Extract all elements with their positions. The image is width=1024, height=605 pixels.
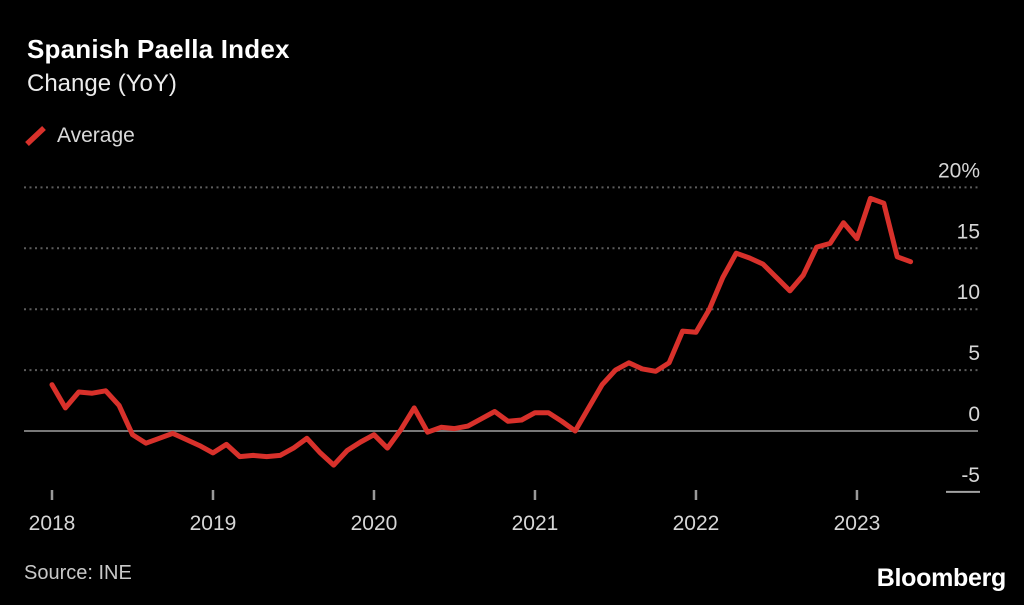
x-axis-label: 2023	[834, 512, 881, 535]
y-axis-label: -5	[961, 464, 980, 487]
legend-label: Average	[57, 124, 135, 147]
x-axis-label: 2019	[190, 512, 237, 535]
x-axis-label: 2022	[673, 512, 720, 535]
legend: Average	[24, 124, 135, 148]
y-axis-label: 0	[968, 403, 980, 426]
y-axis-label: 5	[968, 342, 980, 365]
chart-subtitle: Change (YoY)	[27, 70, 177, 97]
series-line-average	[49, 195, 914, 468]
x-axis-label: 2020	[351, 512, 398, 535]
chart-title: Spanish Paella Index	[27, 34, 290, 64]
x-axis-label: 2018	[29, 512, 76, 535]
y-axis-label: 10	[957, 281, 980, 304]
bloomberg-logo: Bloomberg	[876, 564, 1007, 592]
x-axis-label: 2021	[512, 512, 559, 535]
y-axis-label: 20%	[938, 159, 980, 182]
y-axis-label: 15	[957, 220, 980, 243]
legend-line-swatch	[25, 125, 46, 147]
source-attribution: Source: INE	[24, 562, 132, 584]
